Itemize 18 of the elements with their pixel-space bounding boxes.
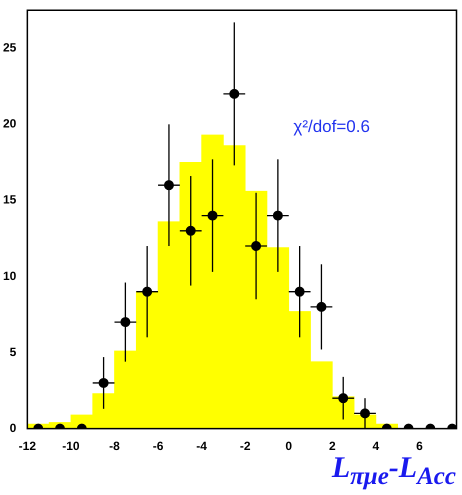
x-tick-label: -12 — [18, 439, 36, 454]
x-tick-label: 2 — [328, 439, 336, 454]
x-tick-label: -4 — [196, 439, 208, 454]
x-tick-label: -6 — [152, 439, 164, 454]
x-tick-label: 0 — [285, 439, 292, 454]
annotation: χ²/dof=0.6 — [293, 117, 370, 136]
x-tick-label: -8 — [109, 439, 120, 454]
x-tick-label: 4 — [372, 439, 380, 454]
x-tick-label: -10 — [62, 439, 80, 454]
x-axis-title: L$_{πμe}$-L$_{Acc}$ — [332, 451, 456, 490]
x-tick-label: 6 — [416, 439, 424, 454]
y-tick-label: 10 — [2, 268, 17, 283]
y-tick-label: 0 — [10, 420, 17, 435]
y-tick-label: 20 — [2, 116, 17, 131]
y-tick-label: 25 — [2, 40, 17, 55]
y-tick-label: 15 — [2, 192, 17, 207]
y-tick-label: 5 — [10, 344, 17, 359]
x-tick-label: -2 — [240, 439, 251, 454]
